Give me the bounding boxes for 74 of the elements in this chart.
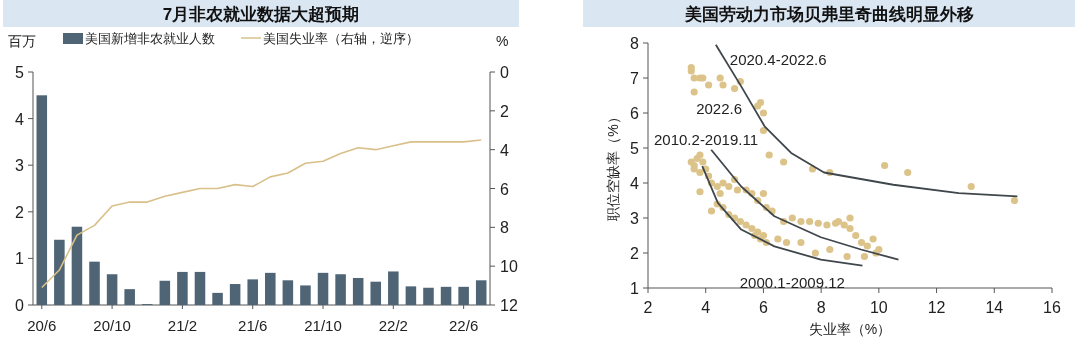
x-tick-label: 20/10: [93, 317, 131, 334]
bar: [458, 286, 469, 305]
bar: [388, 271, 399, 305]
y-tick-label: 5: [630, 140, 640, 157]
y-tick-label: 7: [630, 70, 640, 87]
legend-label: 美国新增非农就业人数: [85, 31, 215, 46]
bar: [317, 272, 329, 305]
series-label: 2000.1-2009.12: [739, 273, 845, 291]
y-tick-label: 3: [15, 157, 25, 175]
bar: [405, 286, 417, 305]
annotation: 2022.6: [696, 100, 743, 117]
y2-tick-label: 6: [500, 180, 509, 198]
bar: [247, 279, 258, 305]
y-tick-label: 1: [15, 250, 25, 268]
y-tick-label: 1: [630, 280, 640, 297]
bar: [36, 95, 48, 305]
y-tick-label: 5: [15, 64, 25, 81]
x-tick-label: 22/2: [378, 317, 408, 334]
y-tick-label: 2: [630, 245, 640, 262]
bar: [177, 271, 188, 305]
x-tick-label: 14: [985, 299, 1004, 316]
bar: [282, 280, 294, 305]
x-tick-label: 20/6: [27, 317, 57, 334]
y-tick-label: 8: [630, 35, 640, 52]
series-label: 2010.2-2019.11: [654, 130, 758, 148]
line-series: [710, 148, 900, 261]
legend-label: 美国失业率（右轴，逆序）: [263, 31, 419, 46]
x-tick-label: 6: [758, 299, 768, 316]
y2-tick-label: 10: [500, 258, 518, 276]
y-tick-label: 6: [630, 105, 640, 122]
x-tick-label: 21/10: [304, 317, 342, 334]
y-tick-label: 0: [15, 297, 25, 314]
y-tick-label: 4: [630, 175, 640, 192]
bar: [124, 289, 135, 305]
bar: [370, 281, 382, 305]
y2-tick-label: 4: [500, 141, 509, 159]
y2-tick-label: 2: [500, 102, 509, 120]
y-tick-label: 4: [15, 110, 25, 128]
x-tick-label: 22/6: [449, 317, 479, 334]
x-tick-label: 21/2: [167, 317, 198, 334]
x-axis-title: 失业率（%）: [808, 321, 892, 337]
y2-tick-label: 8: [500, 219, 509, 237]
x-tick-label: 16: [1043, 299, 1061, 316]
line-series: [40, 139, 483, 289]
y-tick-label: 2: [15, 203, 25, 221]
chart-title: 7月非农就业数据大超预期: [162, 5, 360, 24]
y-axis-title: 职位空缺率（%）: [605, 110, 621, 221]
bar: [212, 292, 223, 305]
bar: [106, 274, 118, 305]
y-axis-title: 百万: [8, 33, 36, 49]
bar: [335, 274, 346, 305]
bar: [159, 280, 171, 305]
bar: [300, 285, 311, 305]
x-tick-label: 10: [869, 299, 888, 316]
y2-axis-title: %: [496, 33, 509, 49]
x-tick-label: 8: [816, 299, 826, 316]
x-tick-label: 2: [643, 299, 653, 316]
bar: [352, 277, 364, 305]
bar: [194, 271, 206, 305]
x-tick-label: 21/6: [238, 317, 268, 334]
x-tick-label: 12: [927, 299, 946, 316]
series-label: 2020.4-2022.6: [729, 50, 827, 68]
bar: [475, 280, 487, 305]
bar: [440, 286, 452, 305]
bar: [54, 239, 65, 305]
bar: [265, 272, 276, 305]
bar: [71, 226, 83, 305]
chart-title: 美国劳动力市场贝弗里奇曲线明显外移: [683, 5, 974, 24]
bar: [229, 284, 241, 305]
x-tick-label: 4: [701, 299, 711, 316]
bar: [89, 261, 100, 305]
bar: [423, 287, 434, 305]
y-tick-label: 3: [630, 210, 640, 227]
y2-tick-label: 0: [500, 64, 509, 81]
